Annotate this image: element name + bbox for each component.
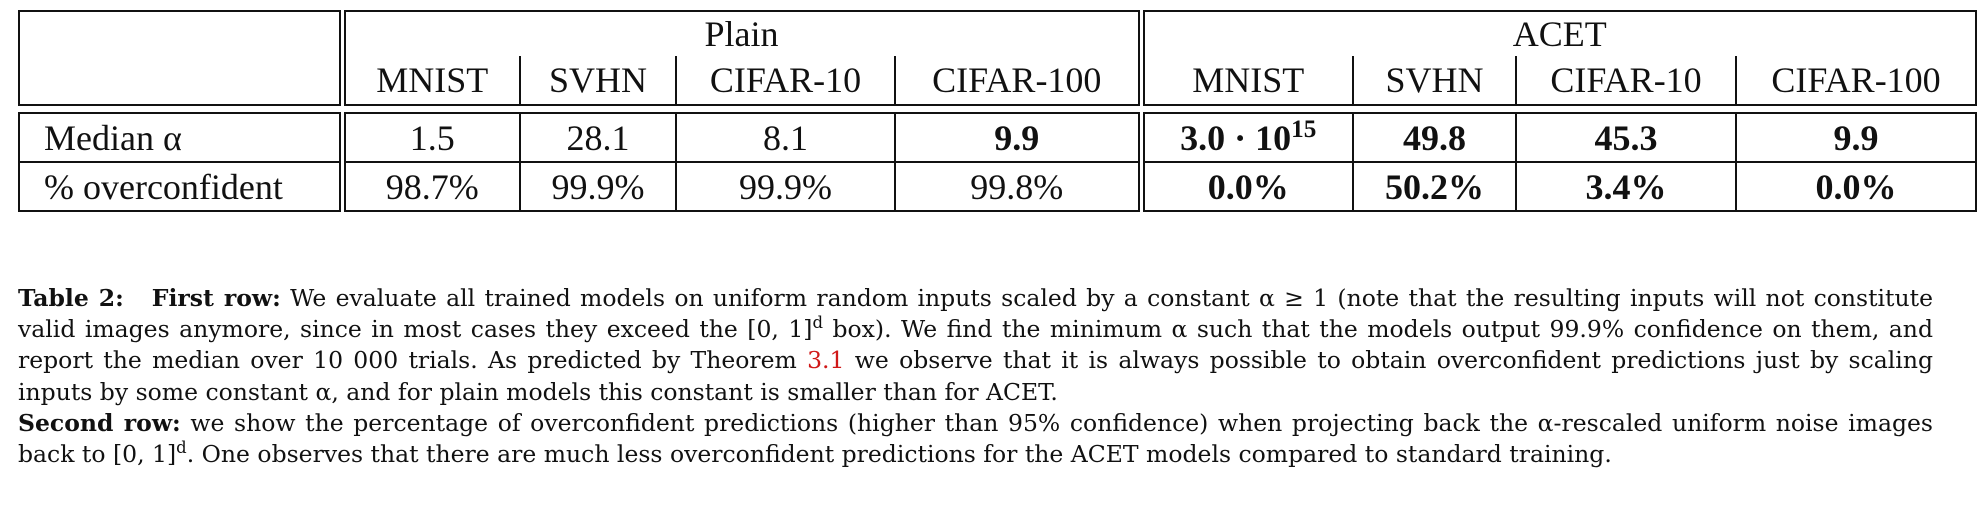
caption-text-part1: We evaluate all trained models on unifor…: [18, 284, 1933, 344]
group-header-acet: ACET: [1137, 10, 1978, 56]
col-header-acet-cifar10: CIFAR-10: [1515, 56, 1738, 106]
corner-cell-lower: [18, 56, 343, 106]
cell-median-plain-svhn: 28.1: [519, 112, 677, 163]
col-header-plain-cifar100: CIFAR-100: [893, 56, 1143, 106]
cell-median-plain-cifar100: 9.9: [893, 112, 1143, 163]
caption-text-part5: . One observes that there are much less …: [186, 440, 1612, 469]
cell-median-plain-cifar10: 8.1: [675, 112, 896, 163]
cell-median-plain-mnist: 1.5: [338, 112, 521, 163]
cell-over-plain-cifar100: 99.8%: [893, 161, 1143, 212]
cell-median-acet-cifar100: 9.9: [1735, 112, 1978, 163]
cell-over-acet-svhn: 50.2%: [1352, 161, 1518, 212]
cell-over-acet-mnist: 0.0%: [1137, 161, 1355, 212]
cell-over-acet-cifar10: 3.4%: [1515, 161, 1738, 212]
table-caption: Table 2: First row: We evaluate all trai…: [18, 283, 1933, 470]
corner-cell: [18, 10, 343, 56]
caption-table-label: Table 2:: [18, 284, 124, 312]
cell-median-acet-mnist: 3.0 · 1015: [1137, 112, 1355, 163]
cell-over-acet-cifar100: 0.0%: [1735, 161, 1978, 212]
caption-second-row-label: Second row:: [18, 408, 181, 437]
caption-text-part3: we observe that it is always possible to…: [18, 346, 1933, 406]
caption-first-row-label: First row:: [151, 284, 281, 312]
group-header-row: Plain ACET: [18, 10, 1978, 56]
col-header-acet-mnist: MNIST: [1137, 56, 1355, 106]
cell-median-acet-svhn: 49.8: [1352, 112, 1518, 163]
caption-superscript-d-2: d: [176, 438, 187, 458]
results-table: Plain ACET MNIST SVHN CIFAR-10 CIFAR-100…: [18, 10, 1978, 212]
cell-median-acet-mnist-exponent: 15: [1291, 115, 1317, 143]
results-table-container: Plain ACET MNIST SVHN CIFAR-10 CIFAR-100…: [18, 10, 1978, 212]
col-header-acet-cifar100: CIFAR-100: [1735, 56, 1978, 106]
caption-text-part4: we show the percentage of overconfident …: [18, 408, 1933, 469]
row-label-median-alpha: Median α: [18, 112, 343, 163]
cell-over-plain-svhn: 99.9%: [519, 161, 677, 212]
caption-superscript-d-1: d: [812, 313, 823, 333]
col-header-plain-cifar10: CIFAR-10: [675, 56, 896, 106]
col-header-acet-svhn: SVHN: [1352, 56, 1518, 106]
caption-text-part2: box). We find the minimum α such that th…: [18, 315, 1933, 375]
col-header-plain-mnist: MNIST: [338, 56, 521, 106]
table-spacer: [19, 104, 1977, 114]
column-header-row: MNIST SVHN CIFAR-10 CIFAR-100 MNIST SVHN…: [18, 56, 1978, 106]
table-row-median-alpha: Median α 1.5 28.1 8.1 9.9 3.0 · 1015 49.…: [18, 112, 1978, 163]
cell-over-plain-cifar10: 99.9%: [675, 161, 896, 212]
group-header-plain: Plain: [338, 10, 1143, 56]
theorem-reference-link[interactable]: 3.1: [807, 346, 845, 375]
row-label-overconfident: % overconfident: [18, 161, 343, 212]
cell-over-plain-mnist: 98.7%: [338, 161, 521, 212]
col-header-plain-svhn: SVHN: [519, 56, 677, 106]
cell-median-acet-mnist-base: 3.0 · 10: [1180, 117, 1292, 158]
double-rule: [19, 104, 1977, 114]
table-row-overconfident: % overconfident 98.7% 99.9% 99.9% 99.8% …: [18, 161, 1978, 212]
cell-median-acet-cifar10: 45.3: [1515, 112, 1738, 163]
